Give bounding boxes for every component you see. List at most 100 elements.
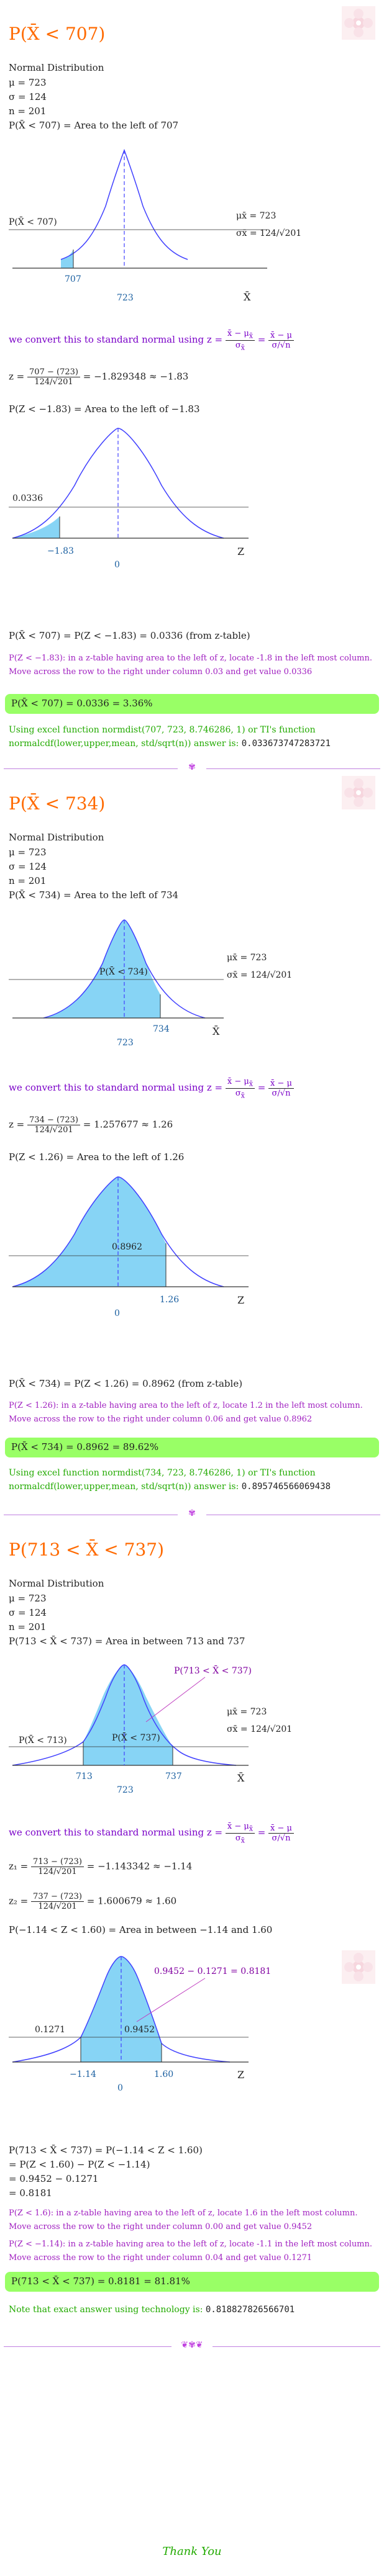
- part3-sigma: σ = 124: [9, 1607, 47, 1618]
- part2-dist-label: Normal Distribution: [9, 832, 104, 843]
- part2-title: P(X̄ < 734): [9, 793, 106, 814]
- part1-sigma: σ = 124: [9, 91, 47, 102]
- p3g1-sigma-x: σx̄ = 124/√201: [227, 1724, 292, 1734]
- separator-1: ✾: [0, 762, 384, 775]
- p2g2-shade: [12, 1177, 166, 1287]
- part3-final-line2: = P(Z < 1.60) − P(Z < −1.14): [9, 2159, 150, 2170]
- p2g1-shade: [43, 920, 160, 1018]
- p2g2-zero: 0: [114, 1308, 120, 1318]
- part1-z-calc: z = 707 − (723) 124/√201 = −1.829348 ≈ −1…: [9, 367, 189, 387]
- part3-graph2: 0.9452 − 0.1271 = 0.8181 0.1271 0.9452 −…: [9, 1956, 271, 2093]
- part3-area-stmt: P(713 < X̄ < 737) = Area in between 713 …: [9, 1636, 245, 1647]
- part3-graph1: P(713 < X̄ < 737) P(X̄ < 713) P(X̄ < 737…: [9, 1664, 292, 1795]
- part2-graph1: P(X̄ < 734) 734 723 X̄ μx̄ = 723 σx̄ = 1…: [9, 919, 292, 1048]
- part3-final-line3: = 0.9452 − 0.1271: [9, 2173, 99, 2184]
- part3-final-line1: P(713 < X̄ < 737) = P(−1.14 < Z < 1.60): [9, 2145, 203, 2156]
- part1-n: n = 201: [9, 106, 47, 117]
- part1-convert-text: we convert this to standard normal using…: [9, 329, 294, 351]
- p2g2-area-value: 0.8962: [112, 1242, 142, 1252]
- part2-final-stmt: P(X̄ < 734) = P(Z < 1.26) = 0.8962 (from…: [9, 1378, 243, 1389]
- p1g1-mu-x: μx̄ = 723: [236, 211, 276, 221]
- part3-z2-calc: z₂ = 737 − (723) 124/√201 = 1.600679 ≈ 1.…: [9, 1892, 177, 1911]
- separator-3: ❦✾❦: [0, 2340, 384, 2353]
- part1-table-note: P(Z < −1.83): in a z-table having area t…: [9, 654, 373, 677]
- p3g2-axis-label: Z: [237, 2069, 244, 2081]
- part1-answer-box: P(X̄ < 707) = 0.0336 = 3.36%: [5, 694, 379, 714]
- part2-graph2: 0.8962 1.26 0 Z: [9, 1176, 249, 1318]
- p3g2-top-label: 0.9452 − 0.1271 = 0.8181: [154, 1966, 271, 1976]
- part2-convert-text: we convert this to standard normal using…: [9, 1077, 294, 1099]
- part3-answer-box: P(713 < X̄ < 737) = 0.8181 = 81.81%: [5, 2272, 379, 2292]
- part2-z-calc: z = 734 − (723) 124/√201 = 1.257677 ≈ 1.2…: [9, 1115, 173, 1135]
- p3g1-top-label: P(713 < X̄ < 737): [174, 1665, 252, 1676]
- part1-z-area-stmt: P(Z < −1.83) = Area to the left of −1.83: [9, 403, 200, 415]
- p1g1-sigma-x: σx̄ = 124/√201: [236, 228, 301, 238]
- p2g2-axis-label: Z: [237, 1294, 244, 1306]
- p3g1-shade: [83, 1665, 173, 1765]
- p1g2-shade: [12, 516, 60, 538]
- p3g1-left-label: P(X̄ < 713): [19, 1734, 67, 1745]
- p2g1-mu-x: μx̄ = 723: [227, 953, 267, 963]
- p3g1-right-label: P(X̄ < 737): [112, 1732, 160, 1743]
- part2-mu: μ = 723: [9, 847, 47, 858]
- part2-area-stmt: P(X̄ < 734) = Area to the left of 734: [9, 889, 179, 901]
- separator-ornament-icon: ✾: [188, 1508, 196, 1518]
- part3-title: P(713 < X̄ < 737): [9, 1539, 165, 1560]
- part1-graph1: P(X̄ < 707) 707 723 X̄ μx̄ = 723 σx̄ = 1…: [9, 148, 301, 303]
- part3-z-area-stmt: P(−1.14 < Z < 1.60) = Area in between −1…: [9, 1924, 273, 1935]
- p1g2-zero: 0: [114, 560, 120, 570]
- separator-ornament-icon: ❦✾❦: [181, 2340, 203, 2350]
- part2-n: n = 201: [9, 875, 47, 886]
- part1-title: P(X̄ < 707): [9, 24, 106, 44]
- p3g2-right-area: 0.9452: [124, 2025, 155, 2035]
- part1-mu: μ = 723: [9, 77, 47, 88]
- p3g2-z-high: 1.60: [154, 2069, 173, 2079]
- part3-table-note1: P(Z < 1.6): in a z-table having area to …: [9, 2209, 358, 2231]
- part1-dist-label: Normal Distribution: [9, 62, 104, 73]
- p3g1-mu-x: μx̄ = 723: [227, 1707, 267, 1717]
- p1g2-area-value: 0.0336: [12, 493, 43, 503]
- p1g1-x-value: 707: [65, 274, 81, 284]
- p2g1-x-value: 734: [153, 1024, 170, 1034]
- p1g1-mean-value: 723: [117, 293, 134, 303]
- p2g1-sigma-x: σx̄ = 124/√201: [227, 970, 292, 980]
- part3-final-line4: = 0.8181: [9, 2187, 52, 2199]
- p1g2-axis-label: Z: [237, 546, 244, 557]
- p3g1-axis-label: X̄: [237, 1771, 245, 1784]
- flower-logo-icon: [342, 776, 375, 809]
- p1g1-curve: [60, 148, 188, 260]
- p1g1-axis-label: X̄: [244, 290, 251, 303]
- part2-answer-box: P(X̄ < 734) = 0.8962 = 89.62%: [5, 1438, 379, 1457]
- p3g2-zero: 0: [117, 2083, 123, 2093]
- p3g2-z-low: −1.14: [70, 2069, 96, 2079]
- p2g1-shade-label: P(X̄ < 734): [99, 966, 148, 977]
- part3-z1-calc: z₁ = 713 − (723) 124/√201 = −1.143342 ≈ −…: [9, 1857, 193, 1876]
- flower-logo-icon: [342, 6, 375, 40]
- part2-table-note: P(Z < 1.26): in a z-table having area to…: [9, 1401, 363, 1424]
- p3g1-x-high: 737: [165, 1772, 182, 1781]
- part1-excel-note: Using excel function normdist(707, 723, …: [9, 725, 331, 749]
- thank-you-text: Thank You: [162, 2545, 222, 2558]
- part3-dist-label: Normal Distribution: [9, 1578, 104, 1589]
- p3g1-x-low: 713: [76, 1772, 93, 1781]
- p2g1-axis-label: X̄: [213, 1024, 220, 1037]
- p3g1-mean-value: 723: [117, 1785, 134, 1795]
- p3g2-left-area: 0.1271: [35, 2025, 65, 2035]
- p2g2-z-value: 1.26: [160, 1295, 179, 1305]
- separator-ornament-icon: ✾: [188, 762, 196, 772]
- part2-z-area-stmt: P(Z < 1.26) = Area to the left of 1.26: [9, 1151, 185, 1163]
- part2-excel-note: Using excel function normdist(734, 723, …: [9, 1468, 331, 1492]
- p2g1-mean-value: 723: [117, 1038, 134, 1048]
- part3-table-note2: P(Z < −1.14): in a z-table having area t…: [9, 2240, 373, 2263]
- part2-sigma: σ = 124: [9, 861, 47, 872]
- part3-mu: μ = 723: [9, 1593, 47, 1604]
- part1-graph2: 0.0336 −1.83 0 Z: [9, 428, 249, 570]
- part3-convert-text: we convert this to standard normal using…: [9, 1822, 294, 1844]
- p1g1-shade: [61, 250, 73, 268]
- part1-area-stmt: P(X̄ < 707) = Area to the left of 707: [9, 120, 179, 131]
- p1g1-shade-label: P(X̄ < 707): [9, 216, 57, 227]
- part3-tech-note: Note that exact answer using technology …: [9, 2305, 295, 2315]
- separator-2: ✾: [0, 1508, 384, 1521]
- part3-n: n = 201: [9, 1621, 47, 1633]
- p1g2-z-value: −1.83: [47, 546, 74, 556]
